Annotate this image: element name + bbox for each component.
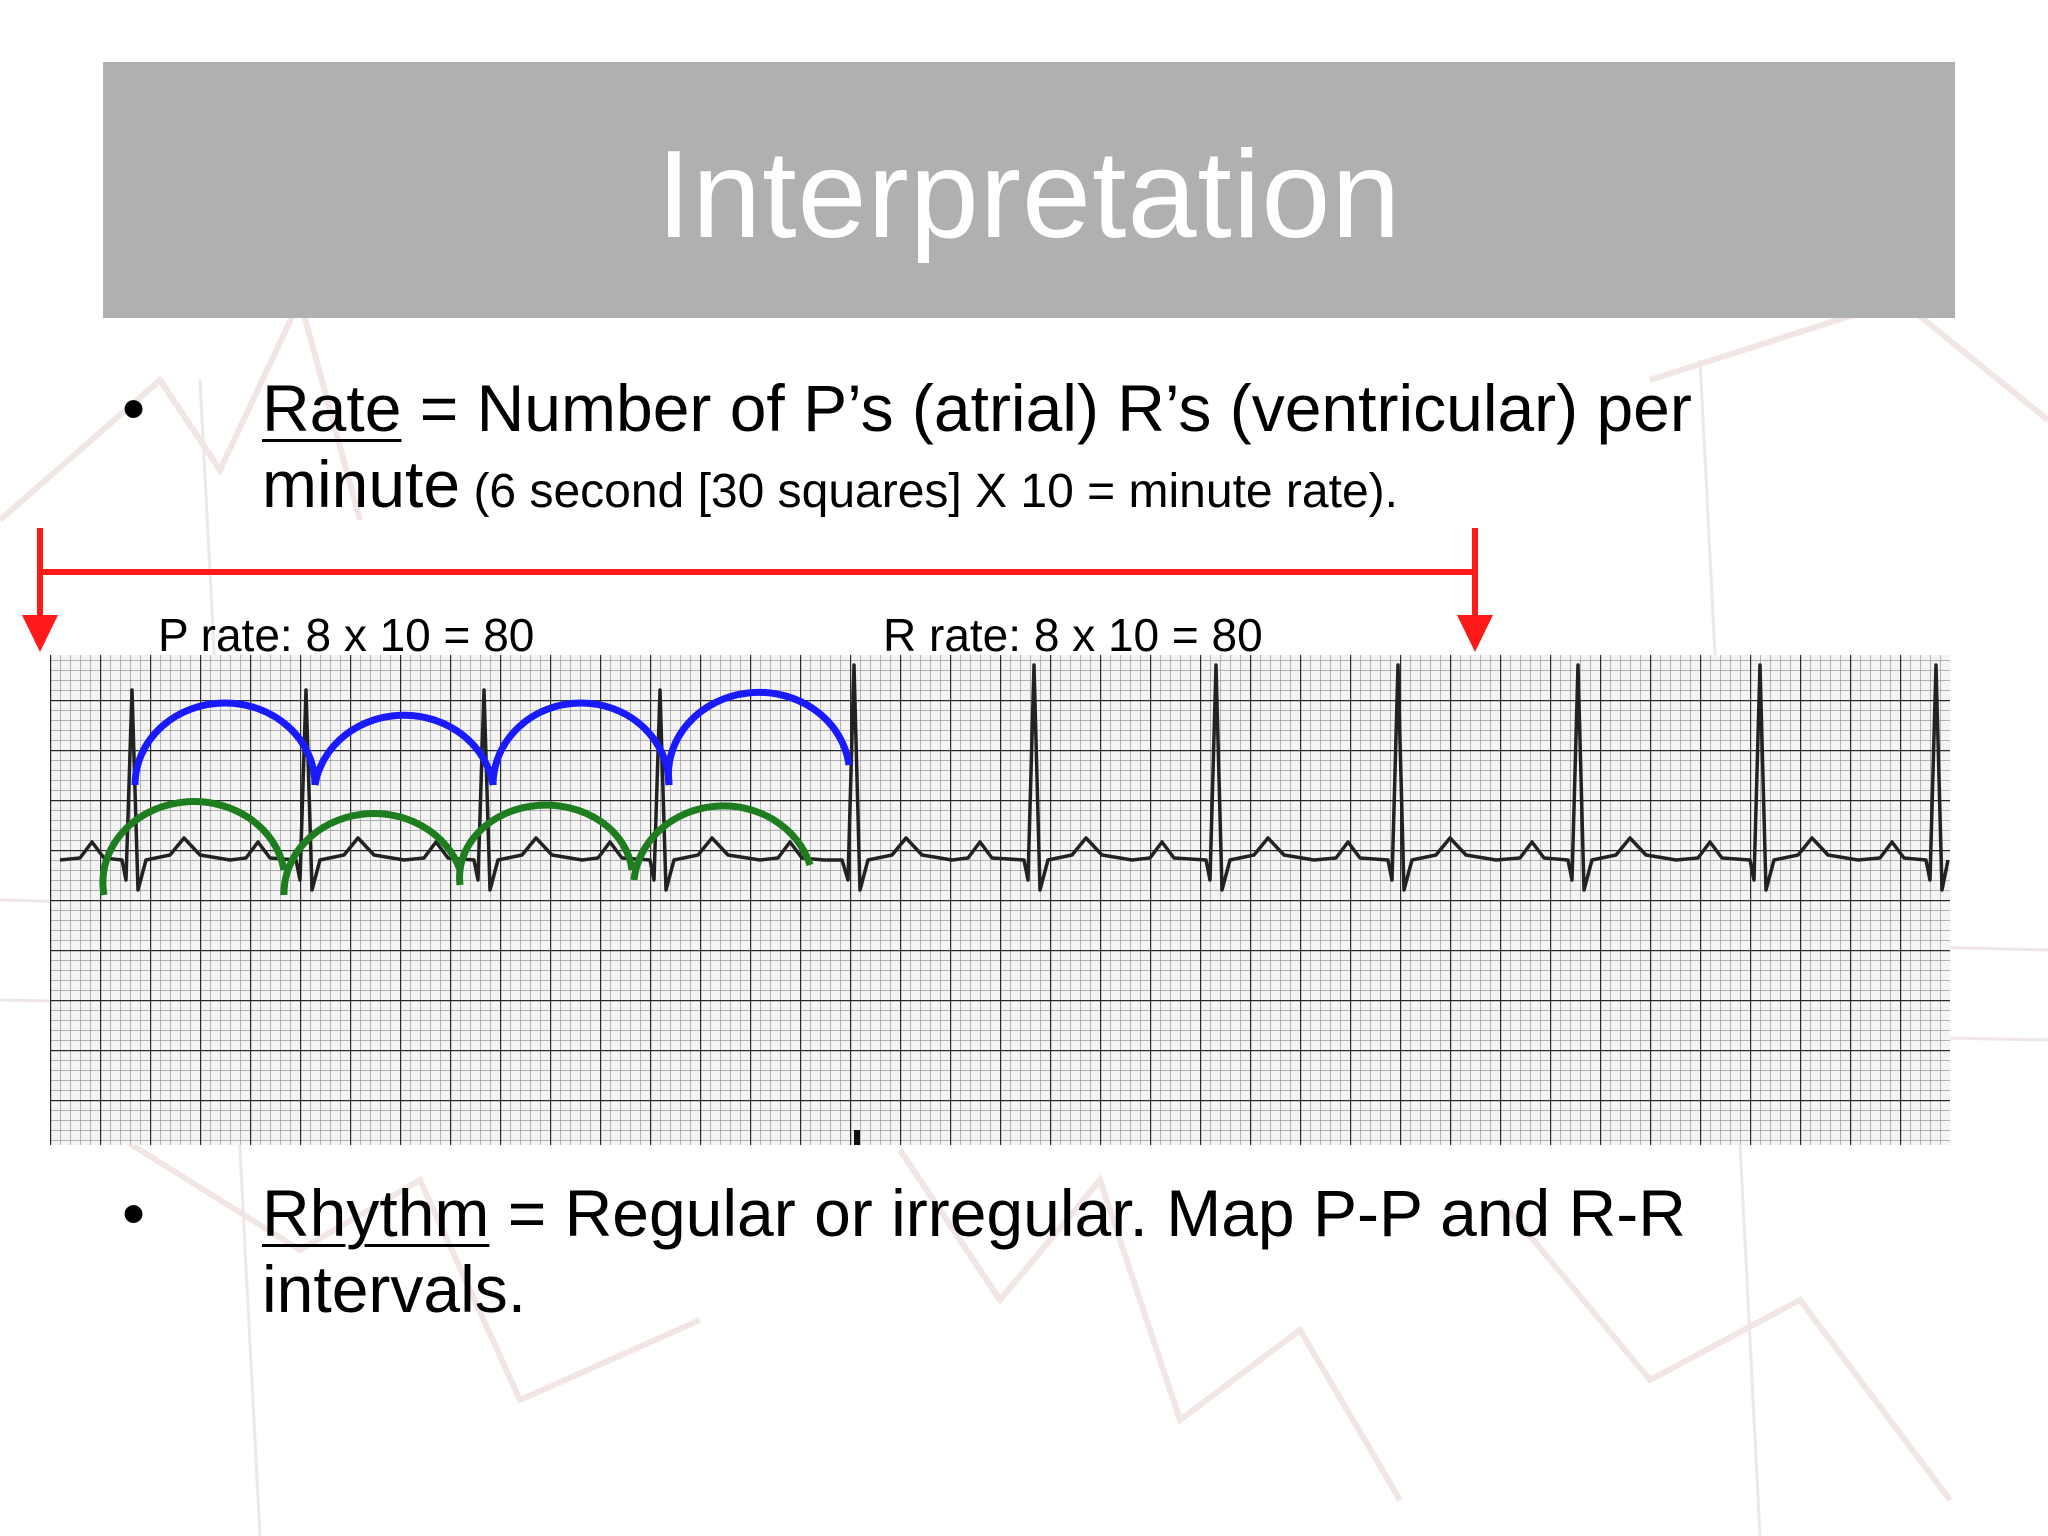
- ecg-paper: [50, 655, 1950, 1145]
- rhythm-definition-cont: intervals.: [262, 1252, 527, 1326]
- p-p-arc: [99, 798, 288, 896]
- r-r-interval-arcs: [131, 688, 853, 786]
- title-banner: Interpretation: [103, 62, 1955, 318]
- r-r-arc: [489, 699, 673, 786]
- rate-bullet-text: Rate = Number of P’s (atrial) R’s (ventr…: [262, 370, 1912, 530]
- r-rate-label: R rate: 8 x 10 = 80: [883, 609, 1263, 661]
- rhythm-term: Rhythm: [262, 1176, 490, 1250]
- right-arrow-head: [1457, 615, 1493, 652]
- p-p-arc: [456, 801, 636, 886]
- r-r-arc: [311, 711, 497, 786]
- p-p-interval-arcs: [99, 798, 814, 896]
- left-arrow-head: [22, 615, 58, 652]
- rhythm-definition: = Regular or irregular. Map P-P and R-R: [489, 1176, 1686, 1250]
- p-p-arc: [280, 810, 464, 896]
- ecg-trace: [59, 663, 1950, 892]
- six-second-bracket: [22, 528, 1493, 652]
- rate-definition: = Number of P’s (atrial) R’s (ventricula…: [401, 371, 1692, 445]
- rhythm-bullet-text: Rhythm = Regular or irregular. Map P-P a…: [262, 1175, 1912, 1327]
- p-rate-label: P rate: 8 x 10 = 80: [158, 609, 535, 661]
- rate-definition-cont: minute: [262, 447, 461, 521]
- p-p-arc: [630, 802, 814, 881]
- slide-title: Interpretation: [656, 126, 1402, 264]
- bullet-marker: •: [122, 1176, 146, 1250]
- r-r-arc: [131, 699, 319, 786]
- bullet-marker: •: [122, 371, 146, 445]
- r-r-arc: [664, 688, 853, 786]
- rate-term: Rate: [262, 371, 402, 445]
- rate-note: (6 second [30 squares] X 10 = minute rat…: [460, 465, 1398, 518]
